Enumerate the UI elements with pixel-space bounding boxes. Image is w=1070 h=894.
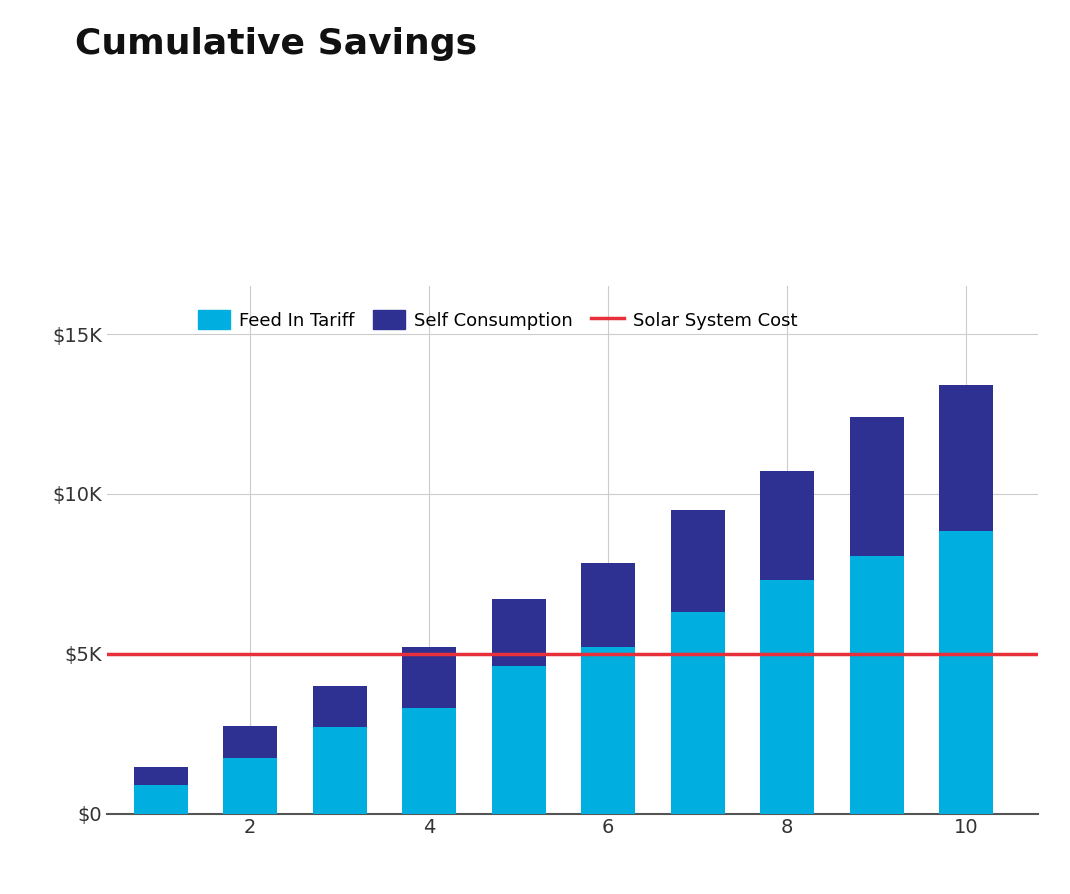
Bar [671,510,724,612]
Bar [492,667,546,814]
Bar [492,599,546,667]
Bar [761,471,814,580]
Bar [850,556,904,814]
Bar [671,612,724,814]
Bar [402,708,456,814]
Bar [761,580,814,814]
Legend: Feed In Tariff, Self Consumption, Solar System Cost: Feed In Tariff, Self Consumption, Solar … [190,303,805,337]
Bar [312,686,367,727]
Bar [402,647,456,708]
Bar [312,727,367,814]
Bar [581,562,636,647]
Bar [224,757,277,814]
Bar [581,647,636,814]
Bar [224,726,277,757]
Bar [939,385,993,531]
Bar [134,785,187,814]
Bar [134,767,187,785]
Bar [939,531,993,814]
Text: Cumulative Savings: Cumulative Savings [75,27,477,61]
Bar [850,417,904,556]
